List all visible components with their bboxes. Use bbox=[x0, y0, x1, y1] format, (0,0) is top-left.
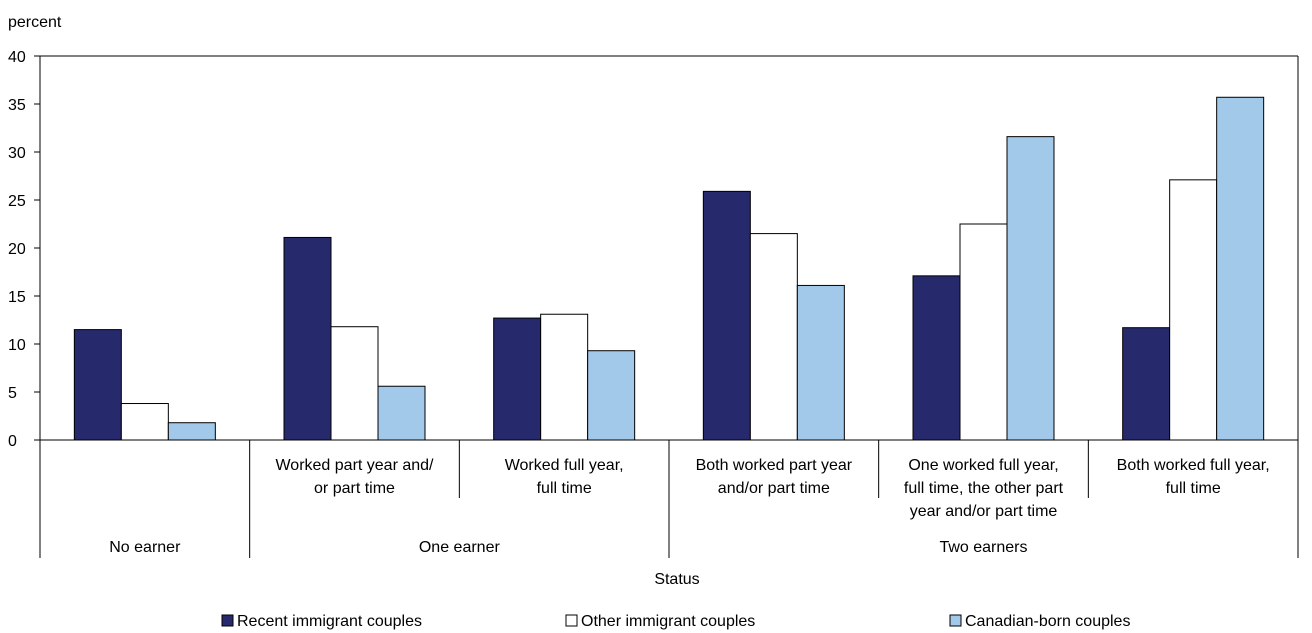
bar bbox=[377, 385, 426, 441]
y-tick-label: 35 bbox=[8, 97, 26, 114]
group-label: Two earners bbox=[939, 539, 1027, 556]
y-tick-label: 30 bbox=[8, 145, 26, 162]
bar bbox=[283, 236, 332, 441]
legend-label: Canadian-born couples bbox=[965, 613, 1130, 630]
bar bbox=[959, 223, 1008, 441]
bar bbox=[1122, 327, 1171, 441]
legend-swatch bbox=[949, 614, 962, 627]
y-tick-label: 15 bbox=[8, 289, 26, 306]
category-labels: Worked part year and/or part time Worked … bbox=[275, 457, 1269, 520]
bar bbox=[749, 233, 798, 441]
legend-label: Recent immigrant couples bbox=[237, 613, 422, 630]
bar bbox=[73, 329, 122, 441]
axes bbox=[34, 55, 1299, 558]
category-label: Worked part year and/ bbox=[275, 457, 434, 474]
x-axis-title: Status bbox=[654, 571, 699, 588]
bar bbox=[1169, 179, 1218, 441]
category-label: One worked full year, bbox=[908, 457, 1058, 474]
category-label: full time bbox=[1166, 480, 1221, 497]
bar bbox=[330, 326, 379, 441]
group-label: One earner bbox=[419, 539, 501, 556]
category-label: and/or part time bbox=[718, 480, 830, 497]
bar bbox=[912, 275, 961, 441]
y-tick-label: 0 bbox=[8, 433, 17, 450]
y-tick-label: 40 bbox=[8, 49, 26, 66]
category-label: Both worked full year, bbox=[1117, 457, 1270, 474]
y-axis-ticks: 0 5 10 15 20 25 30 35 40 bbox=[8, 49, 40, 450]
legend-label: Other immigrant couples bbox=[581, 613, 755, 630]
category-label: full time bbox=[537, 480, 592, 497]
bar bbox=[587, 350, 636, 441]
bar bbox=[540, 313, 589, 441]
group-labels: No earner One earner Two earners bbox=[109, 539, 1027, 556]
bar bbox=[493, 317, 542, 441]
category-label: year and/or part time bbox=[910, 503, 1058, 520]
legend: Recent immigrant couples Other immigrant … bbox=[221, 613, 1130, 630]
bar bbox=[796, 284, 845, 441]
y-tick-label: 20 bbox=[8, 241, 26, 258]
legend-swatch bbox=[221, 614, 234, 627]
bar bbox=[167, 422, 216, 441]
bar bbox=[120, 403, 169, 441]
legend-swatch bbox=[565, 614, 578, 627]
group-label: No earner bbox=[109, 539, 181, 556]
category-label: Both worked part year bbox=[696, 457, 853, 474]
bar bbox=[1216, 96, 1265, 441]
y-axis-title: percent bbox=[8, 14, 62, 31]
category-label: Worked full year, bbox=[505, 457, 624, 474]
bar bbox=[1006, 136, 1055, 441]
y-tick-label: 5 bbox=[8, 385, 17, 402]
bars bbox=[73, 96, 1265, 441]
bar bbox=[702, 190, 751, 441]
y-tick-label: 10 bbox=[8, 337, 26, 354]
category-label: full time, the other part bbox=[904, 480, 1064, 497]
category-label: or part time bbox=[314, 480, 395, 497]
y-tick-label: 25 bbox=[8, 193, 26, 210]
